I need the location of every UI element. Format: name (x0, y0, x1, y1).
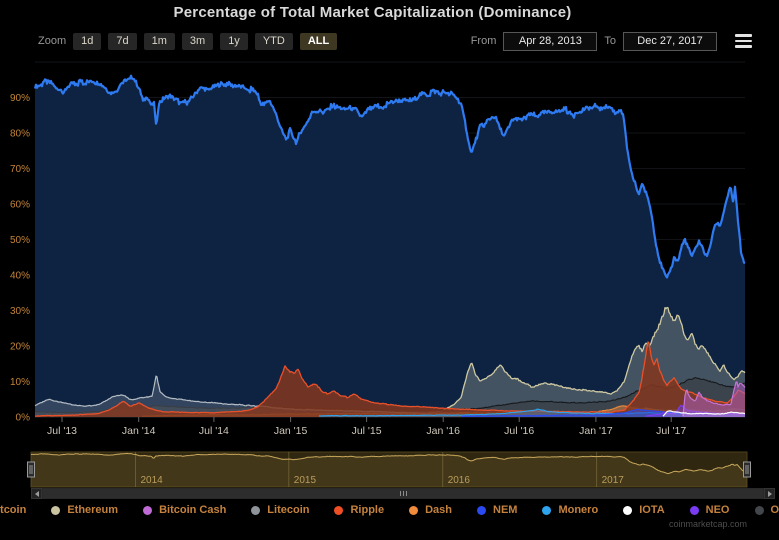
series-bitcoin-area (35, 75, 745, 417)
watermark: coinmarketcap.com (668, 519, 747, 529)
scrollbar-thumb[interactable] (43, 489, 763, 498)
legend-item-litecoin[interactable]: Litecoin (251, 504, 309, 516)
legend-dot-ripple (334, 505, 344, 515)
legend-label-ethereum: Ethereum (67, 504, 119, 516)
y-axis-label-30: 30% (10, 306, 30, 317)
zoom-button-1d[interactable]: 1d (73, 32, 102, 50)
menu-icon[interactable] (734, 32, 753, 50)
navigator-background[interactable] (30, 451, 748, 488)
zoom-button-1m[interactable]: 1m (143, 32, 175, 50)
legend-dot-dash (409, 505, 419, 515)
legend-dot-neo (689, 505, 699, 515)
series-others-area (35, 377, 745, 417)
legend-label-ripple: Ripple (350, 504, 385, 516)
series-ripple-line (35, 341, 746, 417)
legend-item-bitcoin[interactable]: Bitcoin (0, 504, 26, 516)
legend-label-bitcoin: Bitcoin (0, 504, 27, 516)
legend-item-dash[interactable]: Dash (409, 504, 452, 516)
navigator-year-label-2016: 2016 (448, 475, 471, 486)
y-axis-label-50: 50% (10, 235, 30, 246)
legend-item-neo[interactable]: NEO (689, 504, 730, 516)
x-axis-label: Jul '15 (352, 425, 382, 436)
legend-label-iota: IOTA (639, 504, 665, 516)
chart-toolbar: Zoom 1d 7d 1m 3m 1y YTD ALL From To (38, 29, 753, 53)
y-axis-label-10: 10% (10, 377, 30, 388)
legend-dot-bitcoin-cash (143, 505, 153, 515)
page-title: Percentage of Total Market Capitalizatio… (173, 4, 572, 21)
scrollbar-track[interactable] (42, 488, 764, 499)
zoom-group: Zoom 1d 7d 1m 3m 1y YTD ALL (38, 32, 338, 50)
scrollbar[interactable] (31, 488, 775, 499)
legend-dot-others (754, 505, 764, 515)
legend-item-ripple[interactable]: Ripple (334, 504, 384, 516)
series-ripple-area (35, 341, 745, 417)
legend-item-bitcoin-cash[interactable]: Bitcoin Cash (143, 504, 226, 516)
zoom-button-1y[interactable]: 1y (220, 32, 248, 50)
legend-dot-litecoin (251, 505, 261, 515)
series-iota-line (662, 410, 746, 417)
scrollbar-left-arrow-button[interactable] (31, 488, 42, 499)
y-axis-label-20: 20% (10, 342, 30, 353)
y-axis-label-40: 40% (10, 271, 30, 282)
x-axis-label: Jan '17 (579, 425, 613, 436)
left-triangle-icon (34, 490, 39, 497)
series-bitcoin-line (33, 74, 746, 279)
legend-dot-monero (542, 505, 552, 515)
x-axis-label: Jul '16 (504, 425, 534, 436)
legend-item-monero[interactable]: Monero (542, 504, 598, 516)
navigator[interactable]: 2014 2015 2016 2017 (0, 448, 779, 496)
legend-dot-ethereum (51, 505, 61, 515)
navigator-year-label-2014: 2014 (141, 475, 164, 486)
legend-label-others: Others (770, 504, 779, 516)
x-axis-label: Jul '17 (656, 425, 686, 436)
navigator-line (30, 452, 748, 475)
x-axis-label: Jul '13 (47, 425, 77, 436)
legend-item-others[interactable]: Others (754, 504, 779, 516)
zoom-button-7d[interactable]: 7d (108, 32, 137, 50)
legend-label-dash: Dash (425, 504, 452, 516)
x-axis-label: Jan '15 (274, 425, 308, 436)
y-axis-label-70: 70% (10, 164, 30, 175)
main-chart-plot[interactable]: 0% 10% 20% 30% 40% 50% 60% 70% 80% 90% Jul '13 Jan … (0, 56, 779, 436)
x-axis-label: Jul '14 (199, 425, 229, 436)
navigator-year-label-2015: 2015 (294, 475, 317, 486)
legend-label-monero: Monero (558, 504, 599, 516)
zoom-button-3m[interactable]: 3m (181, 32, 214, 50)
zoom-button-ytd[interactable]: YTD (254, 32, 293, 50)
legend-dot-nem (477, 505, 486, 515)
legend-label-bitcoin-cash: Bitcoin Cash (159, 504, 227, 516)
y-axis-label-80: 80% (10, 129, 30, 140)
from-label: From (470, 35, 497, 47)
legend-item-iota[interactable]: IOTA (623, 504, 665, 516)
series-bitcoin-cash-line (682, 381, 746, 417)
navigator-area (31, 453, 747, 487)
zoom-button-all[interactable]: ALL (299, 32, 338, 50)
navigator-right-handle[interactable] (743, 461, 751, 478)
y-axis-label-0: 0% (16, 413, 31, 424)
date-range-group: From To (470, 31, 753, 51)
series-bitcoin-cash-area (683, 382, 745, 417)
legend-label-nem: NEM (493, 504, 518, 516)
legend-item-nem[interactable]: NEM (477, 504, 517, 516)
navigator-year-label-2017: 2017 (602, 475, 625, 486)
legend-item-ethereum[interactable]: Ethereum (51, 504, 118, 516)
legend-label-litecoin: Litecoin (267, 504, 310, 516)
series-litecoin-area (35, 376, 745, 417)
navigator-left-handle[interactable] (27, 461, 35, 478)
legend-dot-iota (623, 505, 633, 515)
to-label: To (604, 35, 616, 47)
legend: Bitcoin Ethereum Bitcoin Cash Litecoin Rippl… (0, 501, 779, 519)
y-axis-label-90: 90% (10, 93, 30, 104)
y-axis-label-60: 60% (10, 200, 30, 211)
scrollbar-right-arrow-button[interactable] (764, 488, 775, 499)
legend-label-neo: NEO (705, 504, 730, 516)
x-axis-label: Jan '14 (122, 425, 156, 436)
right-triangle-icon (767, 490, 772, 497)
zoom-buttons: 1d 7d 1m 3m 1y YTD ALL (73, 32, 338, 50)
x-axis-label: Jan '16 (426, 425, 460, 436)
zoom-label: Zoom (38, 35, 67, 47)
from-date-input[interactable] (503, 31, 598, 51)
to-date-input[interactable] (623, 31, 717, 51)
